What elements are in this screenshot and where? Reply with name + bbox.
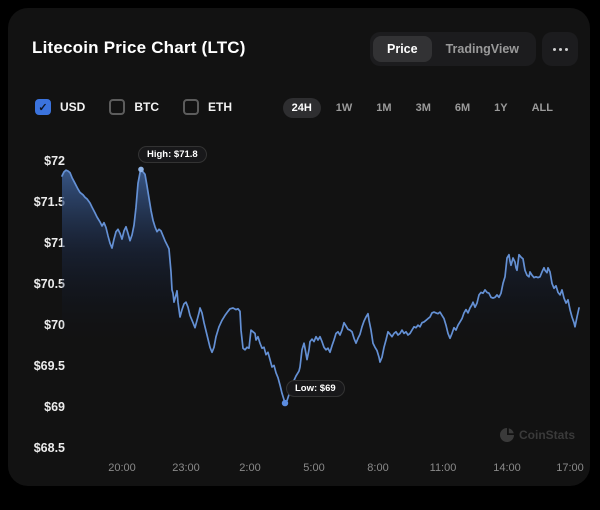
timeframe-1w[interactable]: 1W <box>335 102 353 114</box>
high-annotation-badge: High: $71.8 <box>138 146 207 163</box>
price-area-fill <box>62 169 579 446</box>
low-annotation-badge: Low: $69 <box>286 380 345 397</box>
timeframe-1y[interactable]: 1Y <box>494 102 508 114</box>
y-axis-tick: $69.5 <box>33 359 65 373</box>
currency-label: BTC <box>134 100 160 114</box>
x-axis-tick: 14:00 <box>493 462 521 474</box>
checkbox-eth-icon[interactable]: ✓ <box>183 99 200 115</box>
y-axis-tick: $70 <box>44 318 65 332</box>
currency-toggle-eth[interactable]: ✓ ETH <box>183 99 232 115</box>
tab-price[interactable]: Price <box>373 36 432 62</box>
timeframe-24h[interactable]: 24H <box>282 98 321 118</box>
x-axis-tick: 11:00 <box>429 462 457 474</box>
low-point-dot <box>281 399 289 407</box>
timeframe-selector: 24H 1W 1M 3M 6M 1Y ALL <box>282 98 562 118</box>
currency-label: ETH <box>208 100 233 114</box>
currency-toggle-usd[interactable]: ✓ USD <box>35 99 85 115</box>
x-axis-tick: 2:00 <box>239 462 261 474</box>
y-axis-tick: $68.5 <box>33 441 65 455</box>
ellipsis-icon <box>552 47 568 51</box>
timeframe-all[interactable]: ALL <box>531 102 553 114</box>
y-axis-tick: $72 <box>44 154 65 168</box>
x-axis-tick: 17:00 <box>556 462 584 474</box>
more-options-button[interactable] <box>542 32 578 66</box>
x-axis-tick: 20:00 <box>108 462 136 474</box>
checkbox-btc-icon[interactable]: ✓ <box>109 99 126 115</box>
timeframe-1m[interactable]: 1M <box>376 102 392 114</box>
tab-tradingview[interactable]: TradingView <box>445 42 519 56</box>
x-axis-tick: 23:00 <box>172 462 200 474</box>
currency-toggle-btc[interactable]: ✓ BTC <box>109 99 159 115</box>
y-axis-tick: $70.5 <box>33 277 65 291</box>
timeframe-6m[interactable]: 6M <box>454 102 471 114</box>
y-axis-tick: $71.5 <box>33 195 65 209</box>
x-axis-tick: 5:00 <box>303 462 325 474</box>
view-toggle: Price TradingView <box>370 32 536 66</box>
high-point-dot <box>138 166 144 173</box>
y-axis-tick: $71 <box>44 236 65 250</box>
currency-toggle-group: ✓ USD ✓ BTC ✓ ETH <box>35 99 232 115</box>
y-axis-tick: $69 <box>44 400 65 414</box>
page-title: Litecoin Price Chart (LTC) <box>32 38 246 57</box>
x-axis-tick: 8:00 <box>367 462 389 474</box>
timeframe-3m[interactable]: 3M <box>415 102 431 114</box>
currency-label: USD <box>60 100 86 114</box>
checkbox-usd-icon[interactable]: ✓ <box>35 99 51 115</box>
price-line <box>61 168 580 404</box>
